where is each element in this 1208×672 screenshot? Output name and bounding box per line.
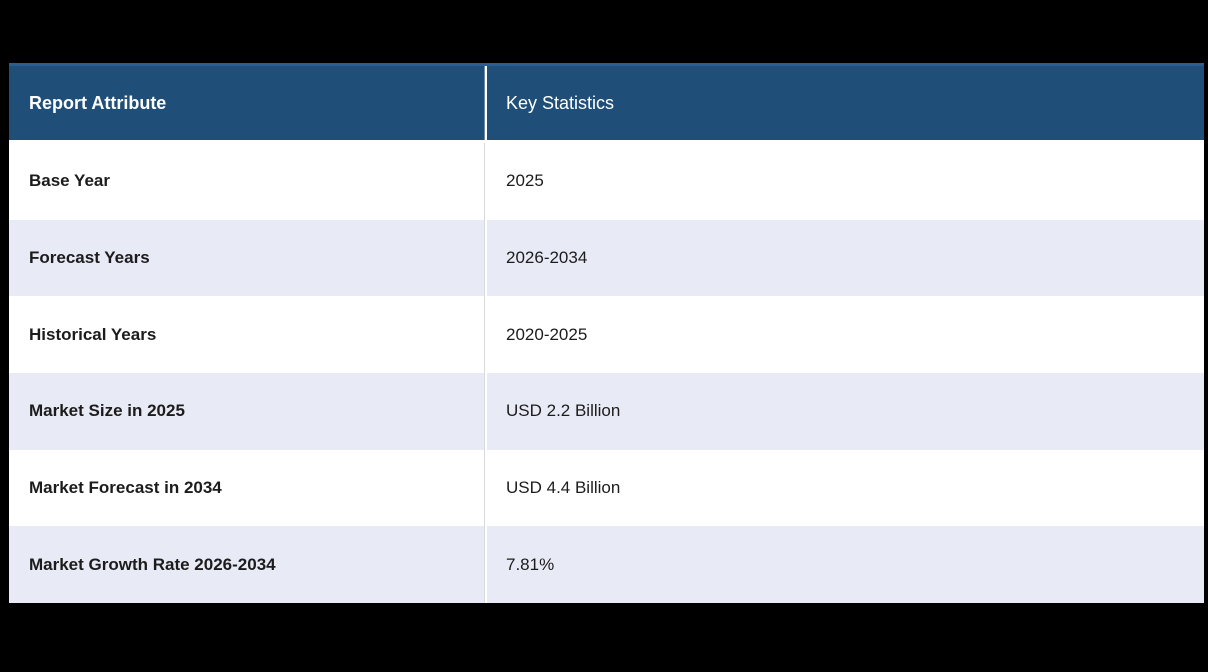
table-row-forecast-years: Forecast Years 2026-2034: [9, 219, 1204, 297]
value-cell: 2026-2034: [485, 219, 1204, 297]
table-row-growth-rate: Market Growth Rate 2026-2034 7.81%: [9, 526, 1204, 604]
value-cell: 7.81%: [485, 526, 1204, 604]
attribute-cell: Market Size in 2025: [9, 373, 485, 450]
table-header-row: Report Attribute Key Statistics: [9, 63, 1204, 143]
attribute-cell: Market Growth Rate 2026-2034: [9, 526, 485, 604]
table-row-base-year: Base Year 2025: [9, 143, 1204, 220]
value-cell: USD 4.4 Billion: [485, 449, 1204, 527]
header-cell-key-statistics: Key Statistics: [485, 66, 1204, 140]
attribute-cell: Historical Years: [9, 296, 485, 374]
value-cell: 2025: [485, 143, 1204, 220]
header-cell-report-attribute: Report Attribute: [9, 66, 485, 140]
attribute-cell: Forecast Years: [9, 219, 485, 297]
value-cell: 2020-2025: [485, 296, 1204, 374]
table-row-historical-years: Historical Years 2020-2025: [9, 296, 1204, 374]
value-cell: USD 2.2 Billion: [485, 373, 1204, 450]
report-attributes-table: Report Attribute Key Statistics Base Yea…: [9, 63, 1204, 604]
table-row-market-forecast: Market Forecast in 2034 USD 4.4 Billion: [9, 449, 1204, 527]
attribute-cell: Market Forecast in 2034: [9, 449, 485, 527]
table-row-market-size: Market Size in 2025 USD 2.2 Billion: [9, 373, 1204, 450]
attribute-cell: Base Year: [9, 143, 485, 220]
